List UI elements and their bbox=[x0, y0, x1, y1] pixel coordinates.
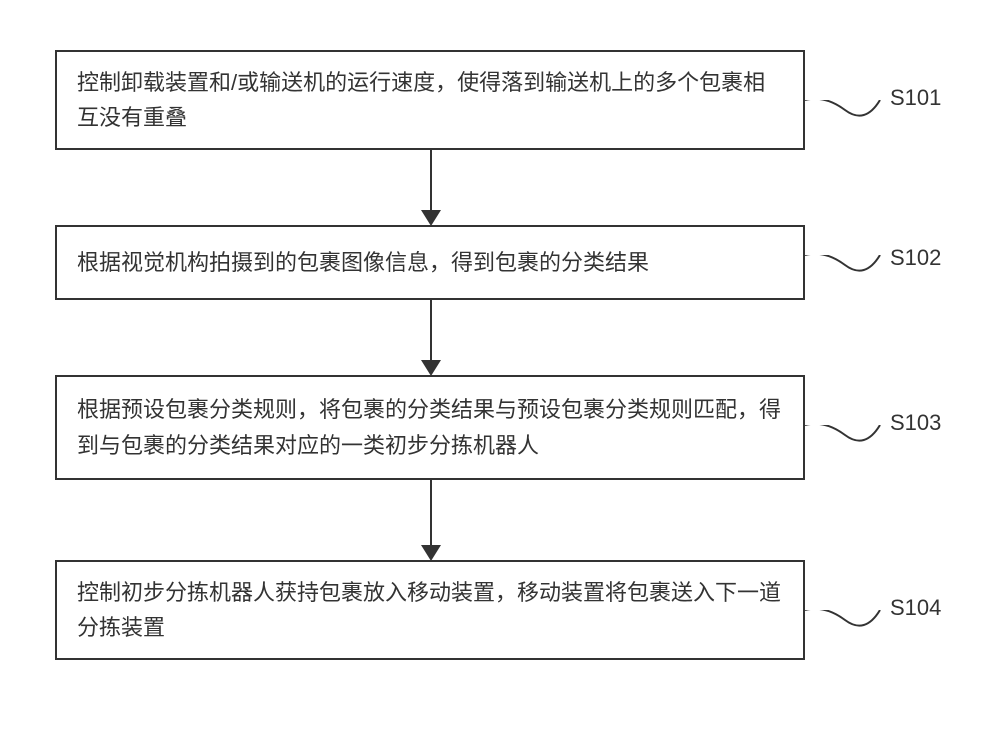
connector-s103 bbox=[805, 425, 885, 455]
step-s104: 控制初步分拣机器人获持包裹放入移动装置，移动装置将包裹送入下一道分拣装置 bbox=[55, 560, 805, 660]
step-s103-text: 根据预设包裹分类规则，将包裹的分类结果与预设包裹分类规则匹配，得到与包裹的分类结… bbox=[77, 392, 783, 462]
step-s101-text: 控制卸载装置和/或输送机的运行速度，使得落到输送机上的多个包裹相互没有重叠 bbox=[77, 65, 783, 135]
arrow-3 bbox=[430, 480, 432, 561]
flowchart-container: 控制卸载装置和/或输送机的运行速度，使得落到输送机上的多个包裹相互没有重叠 S1… bbox=[0, 40, 1000, 691]
step-s104-text: 控制初步分拣机器人获持包裹放入移动装置，移动装置将包裹送入下一道分拣装置 bbox=[77, 575, 783, 645]
arrow-2 bbox=[430, 300, 432, 376]
connector-s104 bbox=[805, 610, 885, 640]
label-s104: S104 bbox=[890, 595, 941, 621]
label-s101: S101 bbox=[890, 85, 941, 111]
step-s101: 控制卸载装置和/或输送机的运行速度，使得落到输送机上的多个包裹相互没有重叠 bbox=[55, 50, 805, 150]
arrow-1 bbox=[430, 150, 432, 226]
connector-s101 bbox=[805, 100, 885, 130]
step-s102-text: 根据视觉机构拍摄到的包裹图像信息，得到包裹的分类结果 bbox=[77, 245, 649, 280]
step-s102: 根据视觉机构拍摄到的包裹图像信息，得到包裹的分类结果 bbox=[55, 225, 805, 300]
step-s103: 根据预设包裹分类规则，将包裹的分类结果与预设包裹分类规则匹配，得到与包裹的分类结… bbox=[55, 375, 805, 480]
label-s103: S103 bbox=[890, 410, 941, 436]
connector-s102 bbox=[805, 255, 885, 285]
label-s102: S102 bbox=[890, 245, 941, 271]
